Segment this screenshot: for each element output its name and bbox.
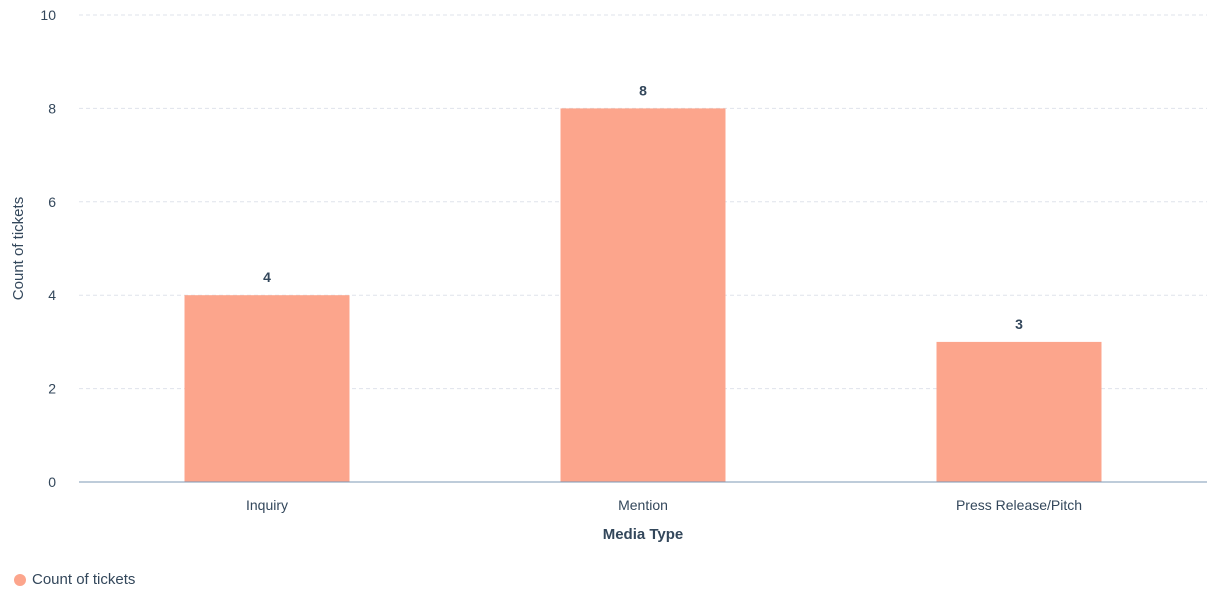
data-label: 4 <box>263 269 271 285</box>
y-axis-ticks: 0 2 4 6 8 10 <box>40 7 56 490</box>
bar-mention[interactable] <box>560 108 726 483</box>
bar-press-release-pitch[interactable] <box>936 341 1102 482</box>
y-tick-label: 6 <box>48 194 56 210</box>
legend-label-count-of-tickets: Count of tickets <box>32 571 136 588</box>
y-axis-title: Count of tickets <box>10 197 27 300</box>
x-axis-ticks: Inquiry Mention Press Release/Pitch <box>246 497 1082 513</box>
data-label: 8 <box>639 82 647 98</box>
bar-inquiry[interactable] <box>184 295 350 482</box>
y-tick-label: 0 <box>48 474 56 490</box>
legend: Count of tickets <box>14 571 135 588</box>
y-tick-label: 10 <box>40 7 56 23</box>
data-labels: 4 8 3 <box>263 82 1023 332</box>
data-label: 3 <box>1015 316 1023 332</box>
y-tick-label: 4 <box>48 287 56 303</box>
legend-swatch-count-of-tickets <box>14 573 26 586</box>
x-tick-label: Press Release/Pitch <box>956 497 1082 513</box>
y-tick-label: 2 <box>48 381 56 397</box>
bars <box>184 108 1102 483</box>
x-axis-title: Media Type <box>603 526 684 543</box>
x-tick-label: Mention <box>618 497 668 513</box>
y-tick-label: 8 <box>48 100 56 116</box>
x-tick-label: Inquiry <box>246 497 288 513</box>
